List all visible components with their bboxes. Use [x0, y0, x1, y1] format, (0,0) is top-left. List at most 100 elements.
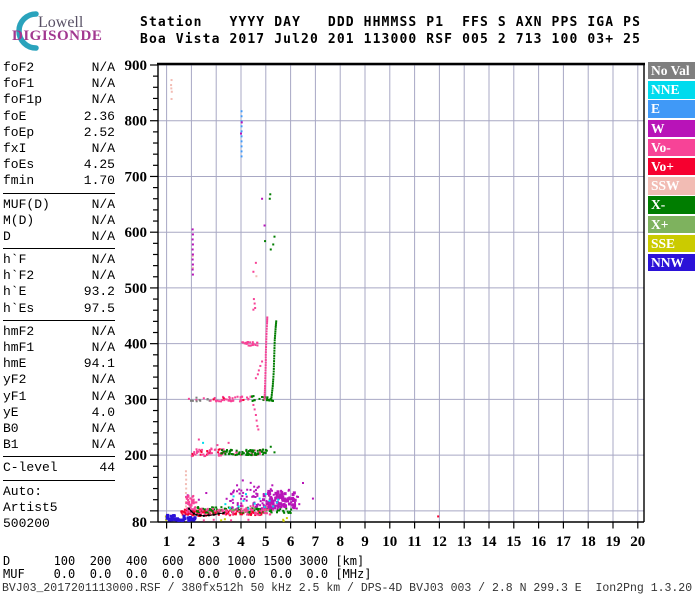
param-label: foF2 [3, 60, 35, 75]
y-tick-label: 700 [125, 169, 148, 185]
x-tick-label: 11 [408, 534, 422, 550]
legend-entry-nnw: NNW [648, 253, 695, 272]
x-tick-label: 18 [581, 534, 596, 550]
param-label: foE [3, 108, 27, 124]
param-label: 500200 [3, 515, 50, 531]
param-row-artist5: Artist5 [3, 500, 115, 516]
x-tick-label: 3 [212, 534, 220, 550]
legend-entry-ssw: SSW [648, 177, 695, 195]
lowell-digisonde-logo: Lowell DIGISONDE [4, 6, 124, 51]
data-points-layer [164, 79, 440, 523]
distance-row: D 100 200 400 600 800 1000 1500 3000 [km… [3, 554, 365, 568]
param-value: N/A [91, 196, 115, 212]
param-label: hmF2 [3, 323, 35, 339]
x-tick-label: 19 [606, 534, 621, 550]
muf-row: MUF 0.0 0.0 0.0 0.0 0.0 0.0 0.0 0.0 [MHz… [3, 567, 372, 581]
legend-entry-e: E [648, 100, 695, 118]
param-row-fof1: foF1 N/A [3, 76, 115, 92]
param-row-foe: foE 2.36 [3, 109, 115, 125]
param-value: 1.70 [83, 173, 115, 189]
separator [3, 456, 115, 458]
x-tick-label: 14 [482, 534, 498, 550]
logo-lowell-text: Lowell [38, 14, 84, 31]
param-row-foep: foEp 2.52 [3, 125, 115, 141]
x-tick-label: 10 [382, 534, 397, 550]
param-row-fof2: foF2 N/A [3, 60, 115, 76]
x-tick-label: 7 [312, 534, 320, 550]
param-label: hmE [3, 356, 27, 372]
param-label: Auto: [3, 483, 43, 499]
logo-digisonde-text: DIGISONDE [12, 28, 103, 44]
x-tick-label: 4 [237, 534, 245, 550]
echo-type-legend: No Val NNE E W Vo- Vo+ SSW X- X+ SSE NNW [648, 62, 696, 273]
separator [3, 248, 115, 250]
param-value: N/A [91, 437, 115, 453]
logo-arc-icon [16, 11, 39, 51]
x-tick-label: 2 [188, 534, 196, 550]
legend-entry-noval: No Val [648, 62, 695, 80]
param-value: N/A [91, 92, 115, 108]
param-label: D [3, 228, 11, 244]
param-row-clevel: C-level 44 [3, 460, 115, 476]
param-label: h`Es [3, 300, 35, 316]
param-label: Artist5 [3, 499, 58, 515]
x-tick-label: 12 [432, 534, 447, 550]
station-header: Station YYYY DAY DDD HHMMSS P1 FFS S AXN… [140, 14, 641, 48]
file-info-line: BVJ03_2017201113000.RSF / 380fx512h 50 k… [2, 582, 693, 595]
param-row-hme: hmE 94.1 [3, 356, 115, 372]
param-value: 94.1 [83, 356, 115, 372]
param-value: N/A [91, 140, 115, 156]
param-value: N/A [91, 340, 115, 355]
y-tick-label: 900 [125, 58, 148, 74]
param-row-fmin: fmin 1.70 [3, 173, 115, 189]
param-value: N/A [91, 268, 115, 284]
param-label: h`E [3, 284, 27, 300]
param-value: N/A [91, 60, 115, 75]
param-row-hmf2: hmF2 N/A [3, 324, 115, 340]
header-field-values: Boa Vista 2017 Jul20 201 113000 RSF 005 … [140, 32, 642, 47]
y-tick-label: 800 [125, 114, 148, 130]
param-value: 2.36 [83, 108, 115, 124]
param-value: 4.25 [83, 157, 115, 173]
param-value: N/A [91, 372, 115, 388]
legend-entry-nne: NNE [648, 81, 695, 99]
x-tick-label: 5 [262, 534, 270, 550]
param-row-yf2: yF2 N/A [3, 372, 115, 388]
param-label: yE [3, 404, 19, 420]
param-row-mufd: MUF(D) N/A [3, 197, 115, 213]
x-tick-label: 20 [630, 534, 645, 550]
param-row-500200: 500200 [3, 516, 115, 532]
param-row-ye: yE 4.0 [3, 405, 115, 421]
param-row-he: h`E 93.2 [3, 284, 115, 300]
param-row-foes: foEs 4.25 [3, 157, 115, 173]
param-row-yf1: yF1 N/A [3, 389, 115, 405]
y-tick-label: 400 [125, 337, 148, 353]
param-label: foF1 [3, 76, 35, 92]
param-row-hf2: h`F2 N/A [3, 268, 115, 284]
param-label: h`F2 [3, 268, 35, 284]
param-label: foEs [3, 157, 35, 173]
param-value: N/A [91, 420, 115, 436]
param-value: N/A [91, 228, 115, 244]
param-value: 4.0 [91, 404, 115, 420]
param-value: N/A [91, 212, 115, 228]
separator [3, 479, 115, 481]
y-tick-label: 80 [132, 515, 147, 531]
param-label: M(D) [3, 212, 35, 228]
param-row-b0: B0 N/A [3, 421, 115, 437]
x-tick-label: 13 [457, 534, 472, 550]
separator [3, 192, 115, 194]
legend-entry-x+: X+ [648, 215, 695, 233]
param-label: foF1p [3, 92, 43, 108]
param-row-auto: Auto: [3, 484, 115, 500]
param-row-hes: h`Es 97.5 [3, 301, 115, 317]
param-value: 97.5 [83, 300, 115, 316]
param-label: C-level [3, 460, 58, 476]
param-label: h`F [3, 252, 27, 268]
param-row-fof1p: foF1p N/A [3, 92, 115, 108]
param-row-md: M(D) N/A [3, 213, 115, 229]
param-row-d: D N/A [3, 229, 115, 245]
param-label: yF2 [3, 372, 27, 388]
